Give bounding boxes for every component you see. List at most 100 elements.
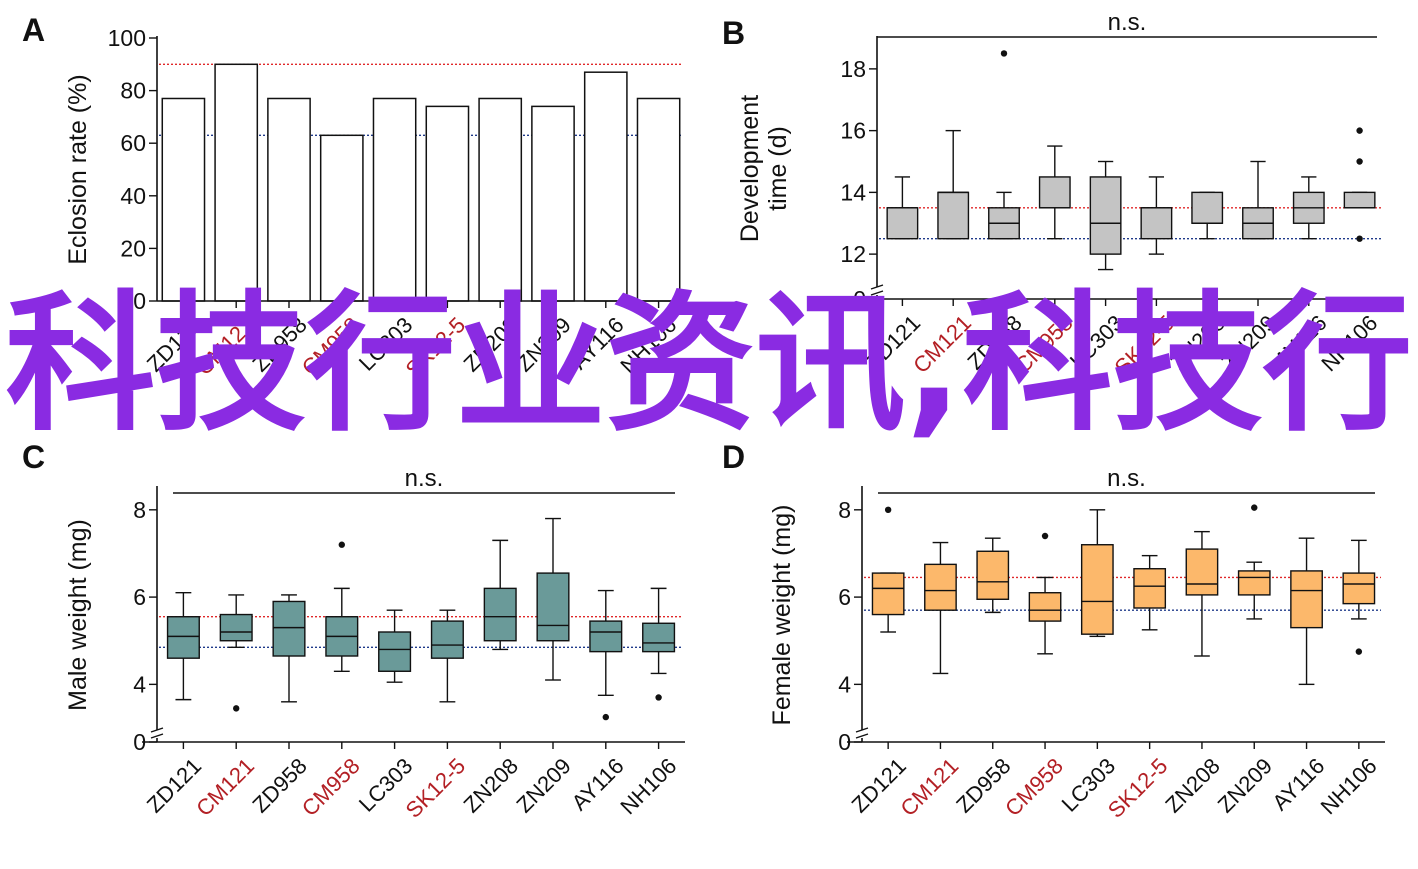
x-tick-label-cm958: CM958 [1010,310,1078,378]
y-axis-label: Male weight (mg) [64,519,92,711]
box-cm121 [924,563,957,611]
x-tick-label-cm958: CM958 [297,312,365,380]
box-ay116 [1290,570,1323,629]
bar-zn208 [478,97,523,302]
y-tick-label: 16 [840,118,866,144]
outlier-zn209-0 [1251,504,1258,511]
x-tick-label-zn209: ZN209 [1213,753,1277,817]
x-tick-label-nh106: NH106 [1316,310,1382,376]
box-zd121 [871,572,905,616]
x-tick-label-sk12-5: SK12-5 [1103,753,1173,823]
box-lc303 [1089,176,1122,255]
outlier-ay116-0 [602,713,609,721]
y-tick-label: 14 [840,179,866,205]
bar-ay116 [583,71,628,302]
outlier-zd958-0 [1000,50,1008,57]
x-tick-label-sk12-5: SK12-5 [401,753,471,823]
box-zd121 [166,616,200,659]
bar-cm958 [319,134,364,302]
outlier-nh106-0 [1355,648,1363,655]
y-tick-label: 18 [840,56,866,82]
bar-sk12-5 [425,105,470,302]
box-zn208 [1185,548,1219,596]
box-zn209 [536,572,570,642]
y-tick-label: 12 [840,241,866,267]
panel-d-letter: D [722,439,745,475]
y-tick-label: 6 [838,584,851,610]
box-cm121 [219,613,253,642]
x-tick-label-zn208: ZN208 [1166,310,1230,374]
y-axis-label: Female weight (mg) [768,505,796,726]
bar-zd121 [161,97,206,302]
bar-zd958 [267,97,311,302]
box-sk12-5 [430,620,464,659]
x-tick-label-zn208: ZN208 [459,753,523,817]
outlier-nh106-1 [1356,158,1363,165]
y-tick-label: 0 [133,729,146,755]
axis-break-mark [870,284,884,290]
panel-a-letter: A [22,12,45,48]
significance-label: n.s. [1107,465,1146,492]
box-cm121 [937,191,970,240]
outlier-zd121-0 [884,506,892,514]
outlier-nh106-0 [1356,127,1363,134]
box-zn209 [1237,570,1271,596]
bar-zn209 [531,105,575,302]
y-tick-label: 80 [120,78,146,104]
bar-nh106 [636,97,681,302]
x-tick-label-zn209: ZN209 [1216,310,1280,374]
y-tick-label: 8 [133,497,146,523]
y-axis-label: Eclosion rate (%) [64,74,92,264]
x-tick-label-cm121: CM121 [191,753,259,821]
x-tick-label-cm121: CM121 [908,310,976,378]
outlier-cm121-0 [233,705,240,712]
outlier-cm958-0 [338,541,345,548]
bar-cm121 [214,63,259,302]
box-sk12-5 [1133,568,1167,609]
x-tick-label-cm121: CM121 [895,753,963,821]
box-lc303 [378,631,412,672]
panel-c-letter: C [22,439,45,475]
x-tick-label-zn208: ZN208 [1160,753,1224,817]
y-tick-label: 4 [838,671,851,697]
x-tick-label-nh106: NH106 [615,753,681,819]
x-tick-label-cm121: CM121 [191,312,259,380]
axis-break-mark [855,727,869,733]
x-tick-label-cm958: CM958 [297,753,365,821]
box-nh106 [1343,191,1376,209]
y-axis-label: time (d) [764,126,792,211]
x-tick-label-cm958: CM958 [1000,753,1068,821]
box-zd121 [886,207,919,240]
panel-b-letter: B [722,15,745,51]
x-tick-label-zn208: ZN208 [459,312,523,376]
y-tick-label: 20 [120,235,146,261]
axis-break-mark [870,290,884,296]
y-axis-label: Development [736,95,764,242]
box-nh106 [1342,572,1376,605]
outlier-nh106-2 [1356,235,1363,242]
x-tick-label-zn209: ZN209 [511,312,575,376]
box-lc303 [1080,544,1114,635]
box-cm958 [1028,592,1062,622]
box-nh106 [642,622,676,653]
box-ay116 [589,620,623,653]
y-tick-label: 0 [853,286,866,312]
y-tick-label: 4 [133,671,146,697]
y-tick-label: 0 [838,729,851,755]
box-zd958 [976,550,1010,600]
y-tick-label: 40 [120,183,146,209]
bar-lc303 [372,97,417,302]
panel-c-box-chart: n.s.0468ZD121CM121ZD958CM958LC303SK12-5Z… [64,465,685,823]
box-cm958 [1038,176,1071,209]
box-sk12-5 [1140,207,1173,240]
significance-label: n.s. [1108,9,1147,36]
box-zd958 [272,600,306,657]
panel-b-box-chart: n.s.012141618ZD121CM121ZD958CM958LC303SK… [736,9,1385,380]
y-tick-label: 0 [133,288,146,314]
outlier-nh106-0 [655,694,662,701]
significance-label: n.s. [405,465,444,492]
x-tick-label-nh106: NH106 [615,312,681,378]
y-tick-label: 8 [838,497,851,523]
box-zn208 [483,587,517,642]
